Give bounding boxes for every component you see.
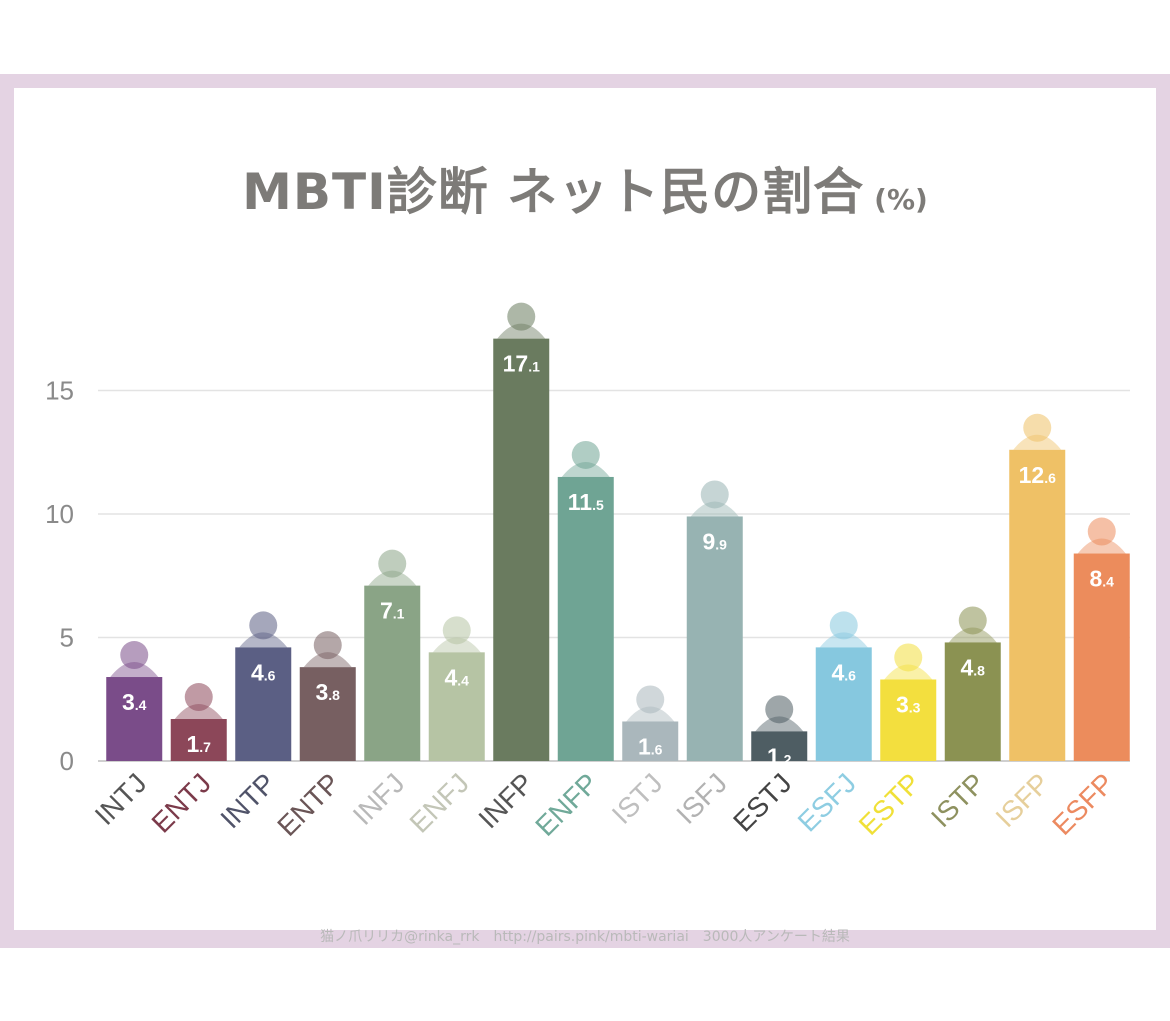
bar <box>299 667 356 761</box>
value-label: 3.8 <box>316 679 341 705</box>
chart-footer: 猫ノ爪リリカ@rinka_rrk http://pairs.pink/mbti-… <box>320 929 850 945</box>
value-label: 8.4 <box>1090 566 1115 592</box>
bar-chart: 0 5 10 15 3.4 INTJ 1.7 ENTJ 4.6 INTP 3.8 ENTP 7.1 INF… <box>45 302 1130 842</box>
figure-head <box>1087 517 1116 546</box>
value-label: 7.1 <box>380 598 405 624</box>
figure-shoulders <box>110 662 159 678</box>
bar <box>428 652 485 761</box>
chart-title-text: MBTI診断 ネット民の割合 <box>242 163 865 221</box>
bar <box>493 338 550 761</box>
figure-shoulders <box>174 704 223 720</box>
figure-head <box>894 643 923 672</box>
value-label: 3.4 <box>122 689 147 715</box>
figure-head <box>636 685 665 714</box>
figure-head <box>700 480 729 509</box>
figure-shoulders <box>561 461 610 477</box>
category-label: INFJ <box>347 767 411 831</box>
category-label: ENTJ <box>146 767 217 838</box>
bar <box>364 585 421 761</box>
figure-head <box>507 302 536 331</box>
figure-head <box>378 549 407 578</box>
value-label: 9.9 <box>703 528 728 554</box>
figure-shoulders <box>303 652 352 668</box>
value-label: 4.8 <box>961 654 986 680</box>
bar <box>622 721 679 761</box>
bar <box>170 719 227 761</box>
category-label: ESFJ <box>792 767 862 837</box>
y-tick-label: 5 <box>60 623 74 653</box>
figure-head <box>765 695 794 724</box>
value-label: 4.6 <box>251 659 276 685</box>
figure-head <box>184 683 213 712</box>
figure-head <box>958 606 987 635</box>
chart-frame: MBTI診断 ネット民の割合 (%) 0 5 10 15 3.4 INTJ 1.7 ENTJ 4.… <box>0 74 1170 948</box>
value-label: 1.7 <box>187 731 212 757</box>
bar <box>944 642 1001 761</box>
category-label: ISTJ <box>606 767 669 830</box>
figure-head <box>1023 413 1052 442</box>
figure-shoulders <box>432 637 481 653</box>
value-label: 4.4 <box>445 664 470 690</box>
y-tick-label: 10 <box>45 499 74 529</box>
figure-head <box>249 611 278 640</box>
category-label: ENFJ <box>404 767 475 838</box>
bar <box>686 516 743 761</box>
figure-head <box>571 440 600 469</box>
value-label: 1.2 <box>767 743 792 769</box>
figure-shoulders <box>884 664 933 680</box>
value-label: 12.6 <box>1019 462 1056 488</box>
figure-shoulders <box>819 632 868 648</box>
value-label: 11.5 <box>568 489 604 515</box>
category-label: INTP <box>214 767 281 834</box>
value-label: 3.3 <box>896 691 921 717</box>
bar <box>1073 553 1130 761</box>
chart-unit: (%) <box>874 183 928 216</box>
figure-head <box>313 631 342 660</box>
y-tick-label: 15 <box>45 376 74 406</box>
figure-shoulders <box>497 323 546 339</box>
bar <box>557 476 614 761</box>
bar <box>1009 449 1066 761</box>
chart-panel: MBTI診断 ネット民の割合 (%) 0 5 10 15 3.4 INTJ 1.7 ENTJ 4.… <box>14 88 1156 945</box>
figure-shoulders <box>1077 538 1126 554</box>
figure-shoulders <box>626 706 675 722</box>
category-label: INTJ <box>89 767 153 831</box>
category-label: ISFJ <box>670 767 733 830</box>
category-label: ESFP <box>1046 767 1120 841</box>
value-label: 1.6 <box>638 733 663 759</box>
bar <box>815 647 872 761</box>
y-tick-label: 0 <box>60 746 74 776</box>
category-label: ENTP <box>271 767 346 842</box>
category-label: ENFP <box>529 767 604 842</box>
figure-shoulders <box>690 501 739 517</box>
bar <box>751 731 808 761</box>
figure-shoulders <box>239 632 288 648</box>
figure-shoulders <box>948 627 997 643</box>
bar <box>235 647 292 761</box>
category-label: ESTJ <box>727 767 797 837</box>
value-label: 4.6 <box>832 659 857 685</box>
figure-shoulders <box>755 716 804 732</box>
category-label: INFP <box>472 767 539 834</box>
category-label: ISFP <box>990 767 1056 833</box>
figure-shoulders <box>368 570 417 586</box>
value-label: 17.1 <box>503 351 540 377</box>
figure-head <box>120 641 149 670</box>
bar <box>106 677 163 761</box>
figure-head <box>442 616 471 645</box>
chart-title: MBTI診断 ネット民の割合 (%) <box>14 152 1156 224</box>
figure-head <box>829 611 858 640</box>
figure-shoulders <box>1013 434 1062 450</box>
category-label: ESTP <box>853 767 927 841</box>
bar <box>880 679 937 761</box>
category-label: ISTP <box>925 767 991 833</box>
